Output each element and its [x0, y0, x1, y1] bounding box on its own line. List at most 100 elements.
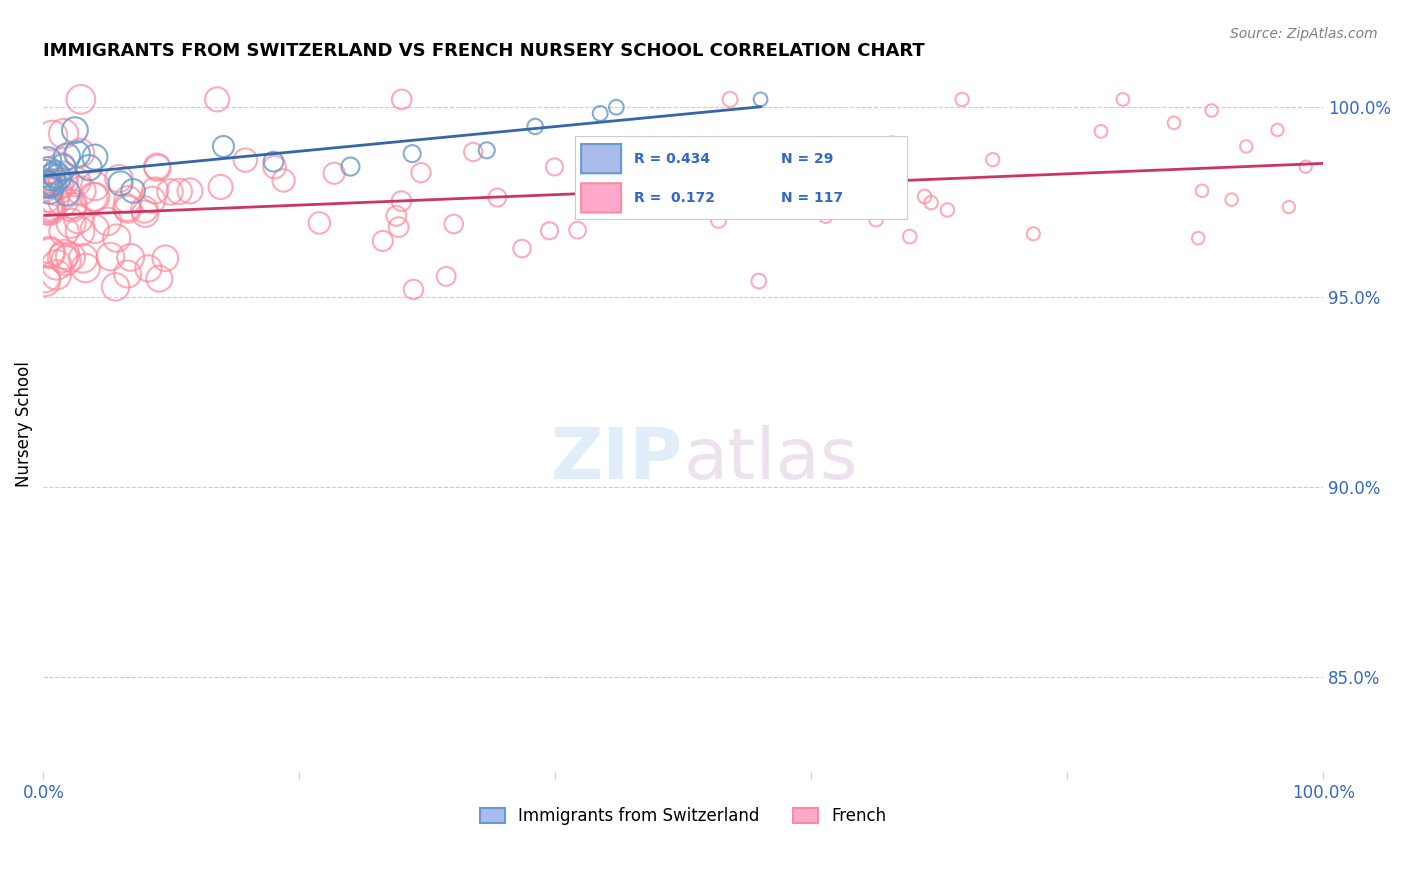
- Point: [323, 166, 346, 180]
- Point: [263, 160, 285, 174]
- Point: [104, 280, 127, 294]
- Point: [41, 128, 63, 143]
- Point: [134, 207, 156, 221]
- Point: [37, 202, 59, 217]
- Point: [69, 146, 91, 161]
- Point: [749, 92, 772, 106]
- Point: [179, 184, 201, 198]
- Point: [475, 143, 498, 157]
- Point: [39, 200, 62, 214]
- Point: [38, 198, 60, 212]
- Point: [589, 106, 612, 120]
- Point: [66, 147, 89, 161]
- Point: [914, 189, 936, 203]
- Point: [371, 234, 394, 248]
- Point: [83, 150, 105, 164]
- Point: [56, 150, 79, 164]
- Text: ZIP: ZIP: [551, 425, 683, 493]
- Point: [60, 200, 83, 214]
- Point: [463, 145, 485, 159]
- Point: [740, 153, 762, 168]
- Point: [84, 179, 107, 194]
- Point: [52, 194, 75, 209]
- Point: [49, 161, 72, 175]
- Point: [814, 209, 837, 223]
- Point: [865, 212, 887, 227]
- Point: [391, 92, 413, 106]
- Point: [1220, 193, 1243, 207]
- Point: [981, 153, 1004, 167]
- Point: [52, 169, 75, 184]
- Point: [837, 138, 859, 153]
- Point: [34, 176, 56, 190]
- Point: [67, 211, 90, 226]
- Point: [385, 209, 408, 223]
- Point: [38, 163, 60, 178]
- Point: [37, 200, 59, 214]
- Text: atlas: atlas: [683, 425, 858, 493]
- Point: [209, 180, 232, 194]
- Point: [45, 184, 67, 198]
- Point: [263, 154, 285, 169]
- Point: [60, 216, 83, 230]
- Point: [866, 181, 889, 195]
- Point: [46, 178, 69, 192]
- Point: [115, 201, 138, 215]
- Point: [1191, 184, 1213, 198]
- Point: [138, 261, 160, 276]
- Point: [38, 178, 60, 192]
- Point: [146, 161, 169, 175]
- Point: [69, 224, 91, 238]
- Point: [83, 222, 105, 236]
- Point: [65, 175, 87, 189]
- Point: [486, 190, 509, 204]
- Point: [96, 214, 118, 228]
- Point: [212, 139, 235, 153]
- Point: [105, 231, 128, 245]
- Point: [920, 195, 942, 210]
- Point: [1234, 139, 1257, 153]
- Point: [41, 176, 63, 190]
- Point: [770, 172, 793, 186]
- Point: [605, 100, 627, 114]
- Point: [1112, 92, 1135, 106]
- Point: [35, 190, 58, 204]
- Point: [39, 246, 62, 260]
- Point: [391, 194, 413, 208]
- Point: [51, 251, 73, 265]
- Point: [524, 120, 547, 134]
- Point: [44, 167, 66, 181]
- Point: [148, 271, 170, 285]
- Point: [339, 160, 361, 174]
- Point: [55, 186, 77, 200]
- Point: [41, 169, 63, 184]
- Point: [37, 153, 59, 168]
- Point: [388, 220, 411, 235]
- Point: [936, 202, 959, 217]
- Point: [866, 153, 889, 168]
- Point: [77, 161, 100, 175]
- Point: [401, 146, 423, 161]
- Point: [59, 250, 82, 264]
- Point: [45, 258, 67, 272]
- Point: [110, 177, 132, 191]
- Point: [1267, 123, 1289, 137]
- Point: [308, 216, 330, 230]
- Point: [53, 247, 76, 261]
- Point: [409, 166, 432, 180]
- Point: [707, 213, 730, 227]
- Point: [117, 267, 139, 281]
- Point: [55, 253, 77, 268]
- Point: [72, 252, 94, 266]
- Point: [117, 202, 139, 217]
- Point: [510, 242, 533, 256]
- Text: Source: ZipAtlas.com: Source: ZipAtlas.com: [1230, 27, 1378, 41]
- Point: [538, 224, 561, 238]
- Point: [1022, 227, 1045, 241]
- Point: [155, 252, 177, 266]
- Point: [46, 170, 69, 185]
- Point: [543, 160, 565, 174]
- Point: [38, 244, 60, 259]
- Point: [34, 179, 56, 194]
- Point: [117, 193, 139, 207]
